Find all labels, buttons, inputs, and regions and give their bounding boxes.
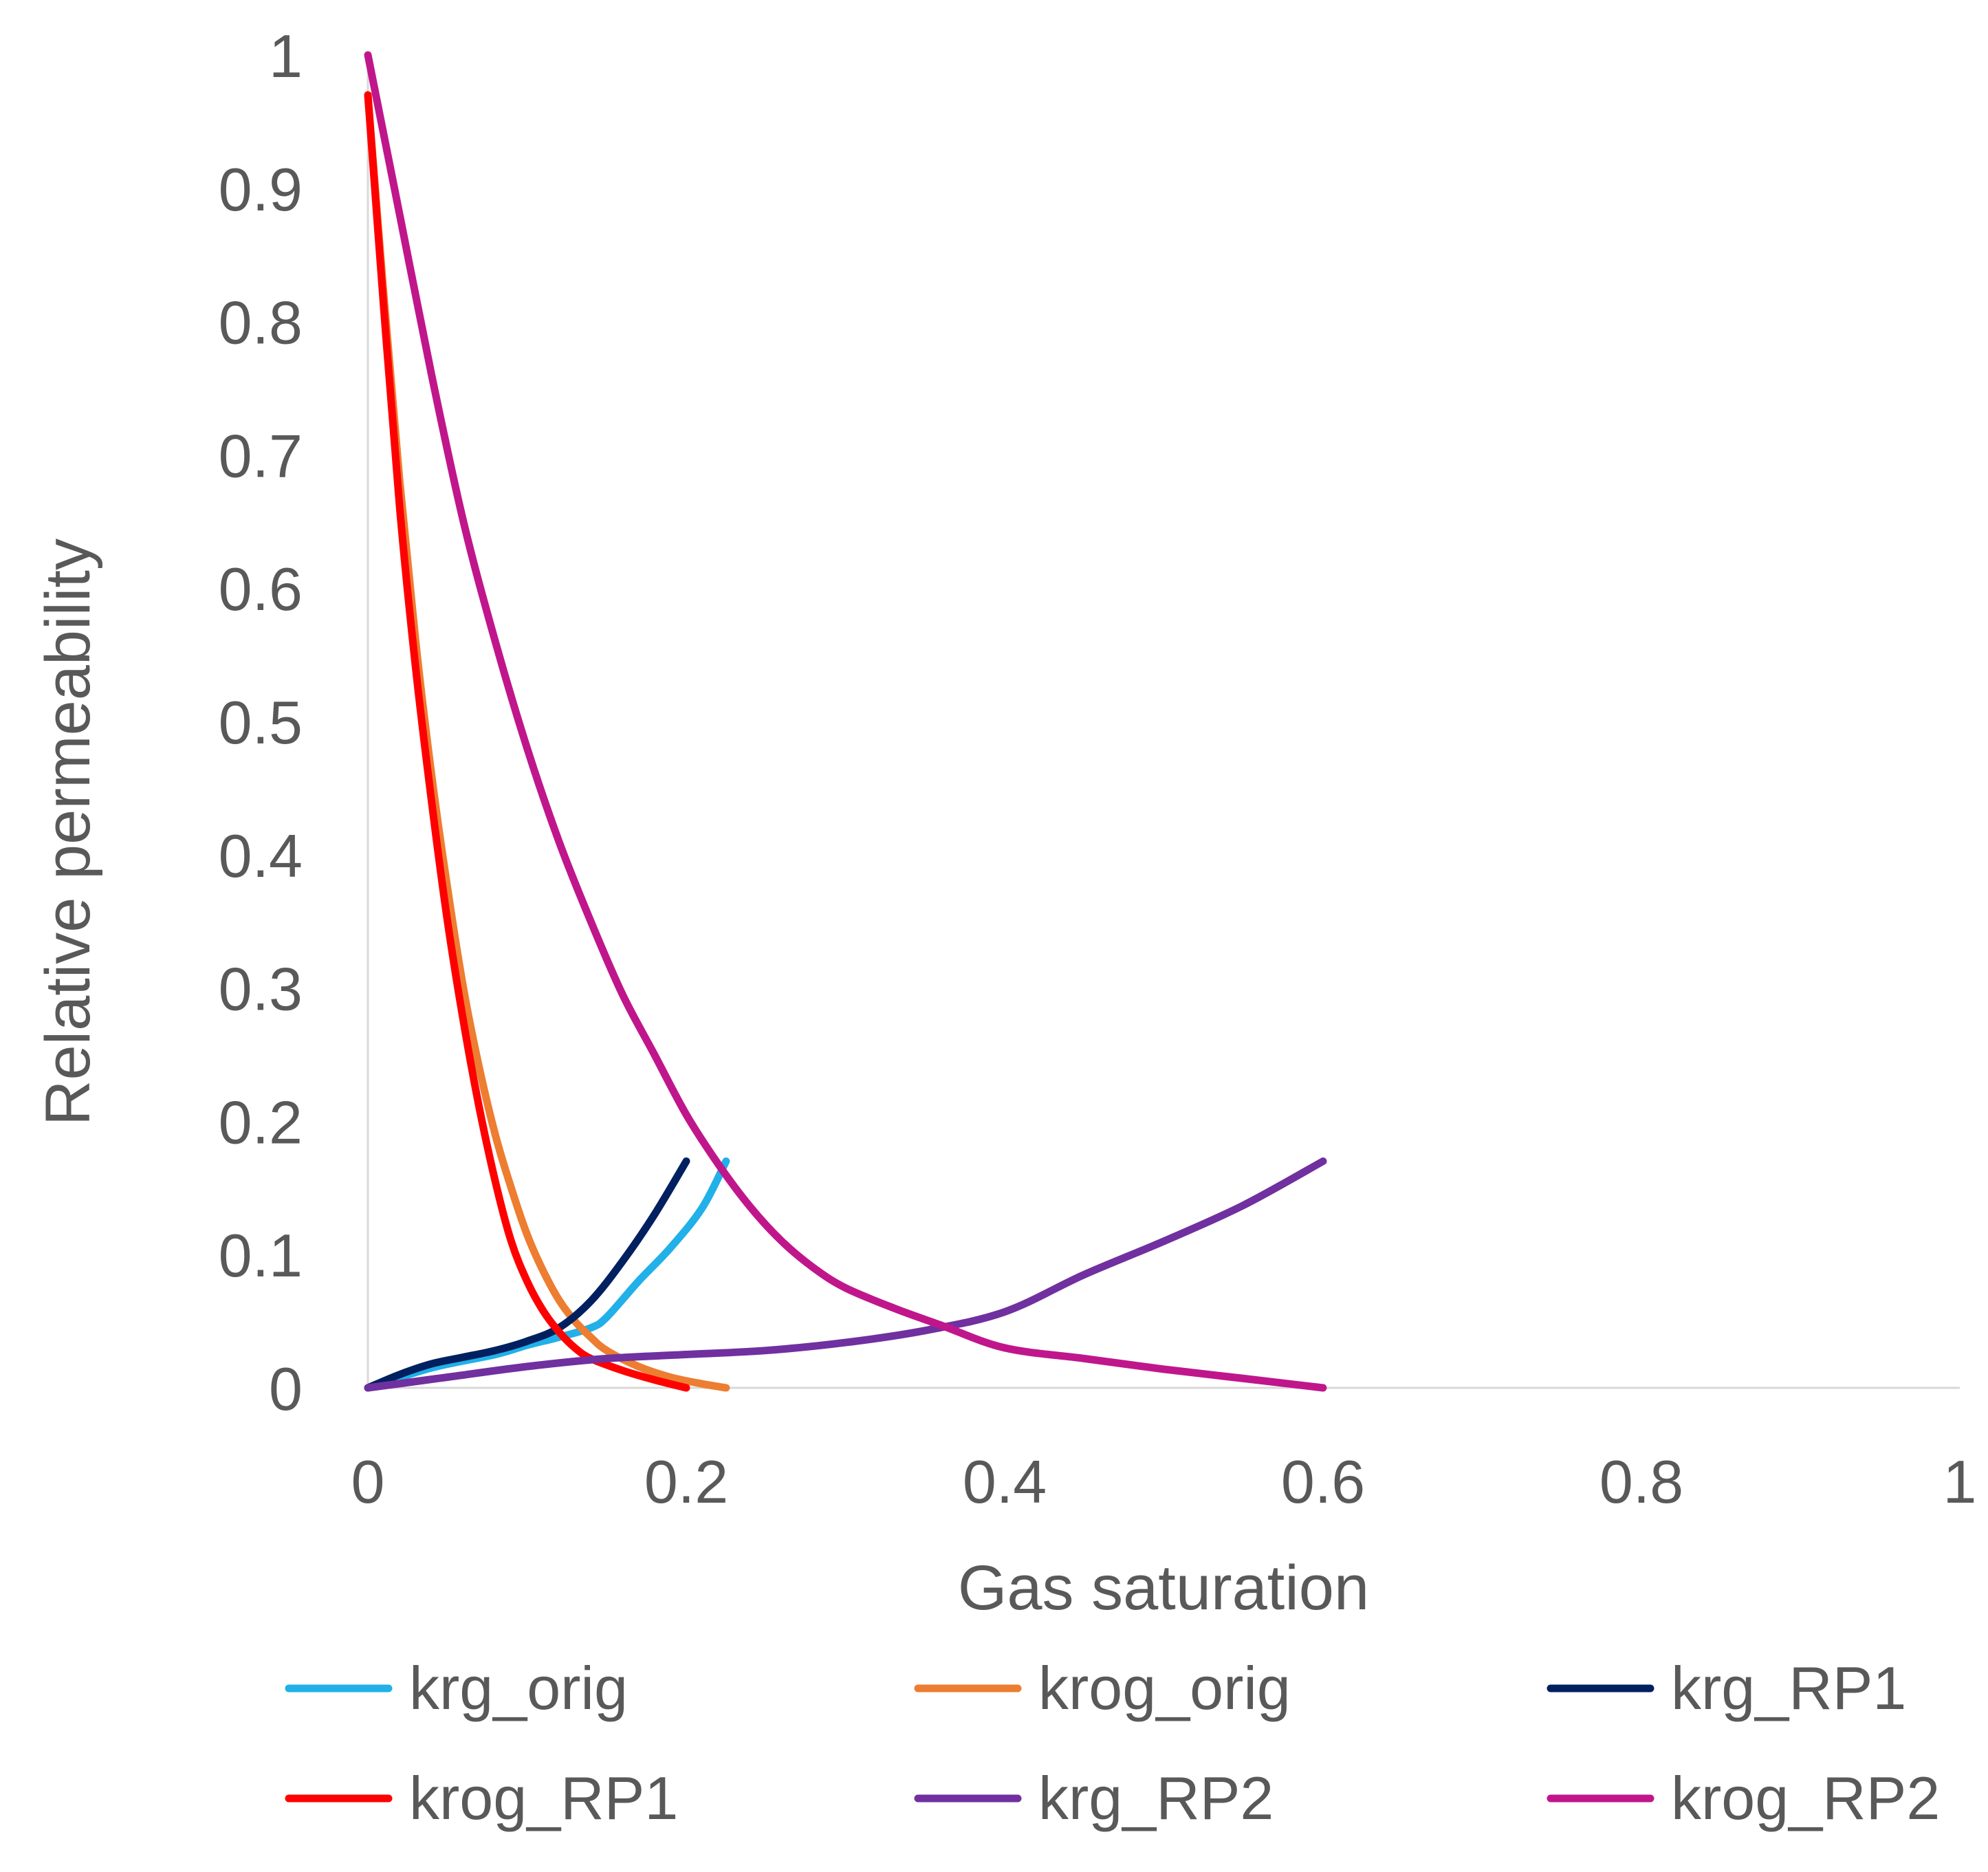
- series-line-krog-rp2: [364, 51, 1327, 1392]
- legend-label: krg_RP1: [1671, 1654, 1906, 1722]
- y-tick-label: 0.4: [219, 822, 303, 890]
- y-tick-label: 0.8: [219, 289, 303, 357]
- legend-label: krog_RP1: [409, 1764, 678, 1832]
- y-tick-label: 1: [269, 22, 303, 90]
- plot-area: [364, 51, 1327, 1392]
- y-tick-labels: 0 0.1 0.2 0.3 0.4 0.5 0.6 0.7 0.8 0.9 1: [219, 22, 303, 1423]
- legend-label: krog_RP2: [1671, 1764, 1940, 1832]
- x-tick-label: 0.8: [1599, 1448, 1683, 1516]
- y-tick-label: 0.9: [219, 155, 303, 224]
- legend-label: krg_orig: [409, 1654, 628, 1722]
- y-tick-label: 0.5: [219, 688, 303, 757]
- legend-item: krg_RP1: [1547, 1654, 1906, 1722]
- y-tick-label: 0.6: [219, 555, 303, 623]
- legend: krg_orig krog_orig krg_RP1 krog_RP1 krg_RP2 k…: [285, 1654, 1940, 1832]
- legend-item: krog_RP1: [285, 1764, 678, 1832]
- series-line-krog-rp1: [364, 91, 690, 1392]
- x-tick-label: 0.4: [963, 1448, 1047, 1516]
- legend-item: krg_orig: [285, 1654, 628, 1722]
- x-tick-label: 0.2: [644, 1448, 728, 1516]
- y-axis-title: Relative permeability: [33, 538, 103, 1126]
- y-tick-label: 0.3: [219, 955, 303, 1023]
- y-tick-label: 0.2: [219, 1088, 303, 1156]
- x-tick-labels: 0 0.2 0.4 0.6 0.8 1: [351, 1448, 1977, 1516]
- x-tick-label: 1: [1943, 1448, 1977, 1516]
- legend-item: krog_RP2: [1547, 1764, 1940, 1832]
- x-tick-label: 0: [351, 1448, 385, 1516]
- x-axis-title: Gas saturation: [958, 1553, 1369, 1623]
- legend-label: krg_RP2: [1038, 1764, 1274, 1832]
- legend-item: krg_RP2: [914, 1764, 1274, 1832]
- series-line-krg-rp2: [364, 1157, 1327, 1392]
- x-tick-label: 0.6: [1281, 1448, 1365, 1516]
- y-tick-label: 0.7: [219, 422, 303, 490]
- legend-label: krog_orig: [1038, 1654, 1291, 1722]
- y-tick-label: 0.1: [219, 1221, 303, 1289]
- y-tick-label: 0: [269, 1355, 303, 1423]
- series-line-krg-rp1: [364, 1157, 690, 1392]
- axes: [367, 55, 1960, 1389]
- legend-item: krog_orig: [914, 1654, 1291, 1722]
